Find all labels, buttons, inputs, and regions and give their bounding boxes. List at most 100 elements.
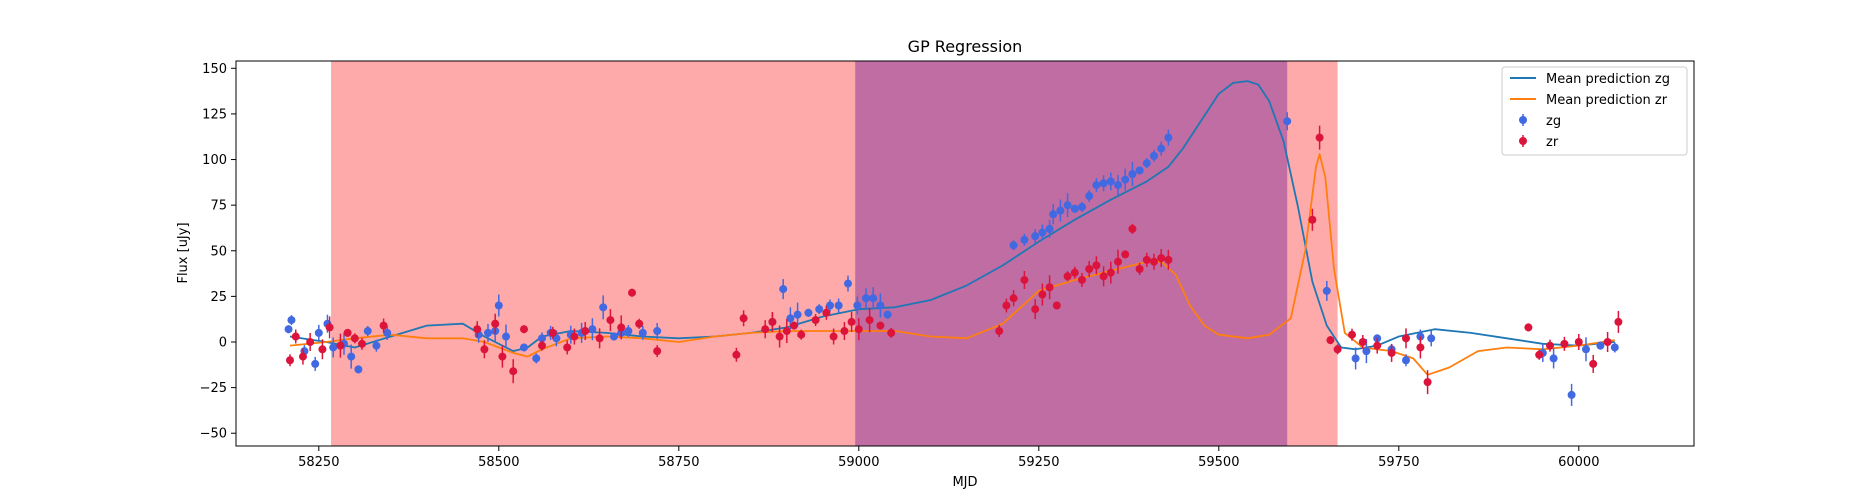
data-point-zr: [617, 315, 626, 340]
data-point-marker: [1063, 201, 1072, 210]
x-tick-label: 58750: [658, 455, 699, 470]
data-point-marker: [1045, 224, 1054, 233]
data-point-zg: [844, 275, 852, 292]
data-point-marker: [847, 317, 856, 326]
data-point-zr: [306, 332, 315, 351]
y-tick-label: −50: [200, 427, 227, 442]
data-point-marker: [1038, 228, 1047, 237]
data-point-zr: [847, 311, 856, 332]
data-point-zg: [532, 353, 541, 364]
data-point-marker: [610, 332, 618, 341]
data-point-zr: [358, 337, 366, 350]
data-point-zr: [761, 320, 770, 339]
data-point-zr: [498, 345, 507, 368]
data-point-zg: [869, 287, 878, 310]
data-point-marker: [1078, 275, 1086, 284]
data-point-zr: [1603, 331, 1612, 352]
data-point-zg: [1114, 175, 1122, 196]
data-point-zg: [1142, 158, 1151, 169]
data-point-marker: [1020, 235, 1029, 244]
data-point-zg: [1582, 337, 1590, 362]
data-point-marker: [840, 327, 849, 336]
data-point-zg: [1596, 341, 1605, 350]
data-point-marker: [1574, 337, 1583, 346]
data-point-zg: [1164, 129, 1173, 146]
legend-swatch-zg-points: [1519, 114, 1527, 126]
data-point-marker: [532, 354, 541, 363]
data-point-zr: [1121, 250, 1130, 259]
data-point-marker: [1549, 354, 1558, 363]
data-point-marker: [287, 316, 296, 325]
data-point-marker: [1283, 117, 1292, 126]
data-point-zr: [343, 328, 352, 337]
data-point-marker: [811, 316, 820, 325]
data-point-zr: [473, 321, 482, 338]
data-point-marker: [379, 321, 388, 330]
data-point-marker: [1603, 337, 1612, 346]
data-point-zg: [284, 325, 293, 334]
data-point-zr: [822, 305, 831, 320]
data-point-marker: [538, 341, 546, 350]
data-point-marker: [638, 328, 647, 337]
data-point-zg: [1567, 383, 1576, 406]
data-point-zr: [775, 325, 784, 348]
data-point-zg: [638, 325, 647, 340]
data-point-zr: [1589, 354, 1598, 373]
data-point-marker: [624, 327, 633, 336]
data-point-zg: [1070, 204, 1079, 213]
data-point-marker: [306, 337, 315, 346]
data-point-marker: [350, 334, 359, 343]
data-point-zr: [1402, 328, 1410, 349]
data-point-zr: [1326, 336, 1335, 345]
data-point-marker: [347, 352, 356, 361]
data-point-zg: [1610, 342, 1619, 353]
data-point-zr: [291, 329, 300, 344]
data-point-marker: [1315, 133, 1324, 142]
legend-label-zg-line: Mean prediction zg: [1546, 72, 1670, 87]
data-point-marker: [1333, 345, 1342, 354]
data-point-marker: [1427, 334, 1436, 343]
data-point-zr: [325, 316, 334, 339]
data-point-marker: [1164, 255, 1173, 264]
data-point-zr: [480, 340, 489, 359]
data-point-marker: [1610, 343, 1619, 352]
data-point-marker: [491, 319, 500, 328]
data-point-zr: [548, 326, 557, 339]
data-point-zr: [563, 340, 572, 355]
shaded-regions: [331, 61, 1338, 446]
data-point-marker: [853, 301, 862, 310]
data-point-marker: [1322, 286, 1331, 295]
y-tick-label: 25: [210, 290, 227, 305]
legend-marker: [1519, 137, 1527, 145]
data-point-marker: [484, 328, 492, 337]
data-point-zg: [588, 318, 597, 341]
data-point-zg: [862, 288, 870, 309]
data-point-zr: [1009, 290, 1018, 307]
data-point-zg: [1092, 178, 1101, 193]
data-point-marker: [653, 347, 662, 356]
data-point-zg: [1402, 354, 1410, 367]
data-point-zg: [793, 302, 802, 327]
data-point-marker: [1351, 354, 1360, 363]
data-point-zg: [1427, 330, 1436, 347]
data-point-zg: [1045, 219, 1054, 238]
data-point-zg: [1020, 233, 1029, 246]
data-point-zr: [1128, 223, 1137, 234]
data-point-marker: [325, 323, 334, 332]
data-point-zg: [1351, 347, 1360, 370]
data-point-marker: [815, 305, 824, 314]
data-point-marker: [834, 301, 843, 310]
data-point-marker: [635, 319, 644, 328]
data-point-marker: [599, 303, 608, 312]
data-point-zr: [1085, 261, 1094, 278]
data-point-zg: [383, 325, 392, 340]
data-point-marker: [1373, 341, 1382, 350]
legend-label-zr-points: zr: [1546, 135, 1559, 150]
data-point-marker: [1085, 192, 1094, 201]
data-point-zr: [336, 333, 345, 358]
data-point-marker: [786, 314, 795, 323]
data-point-marker: [343, 328, 352, 337]
data-point-zr: [829, 328, 838, 345]
data-point-zr: [876, 321, 885, 330]
data-point-marker: [1099, 179, 1108, 188]
